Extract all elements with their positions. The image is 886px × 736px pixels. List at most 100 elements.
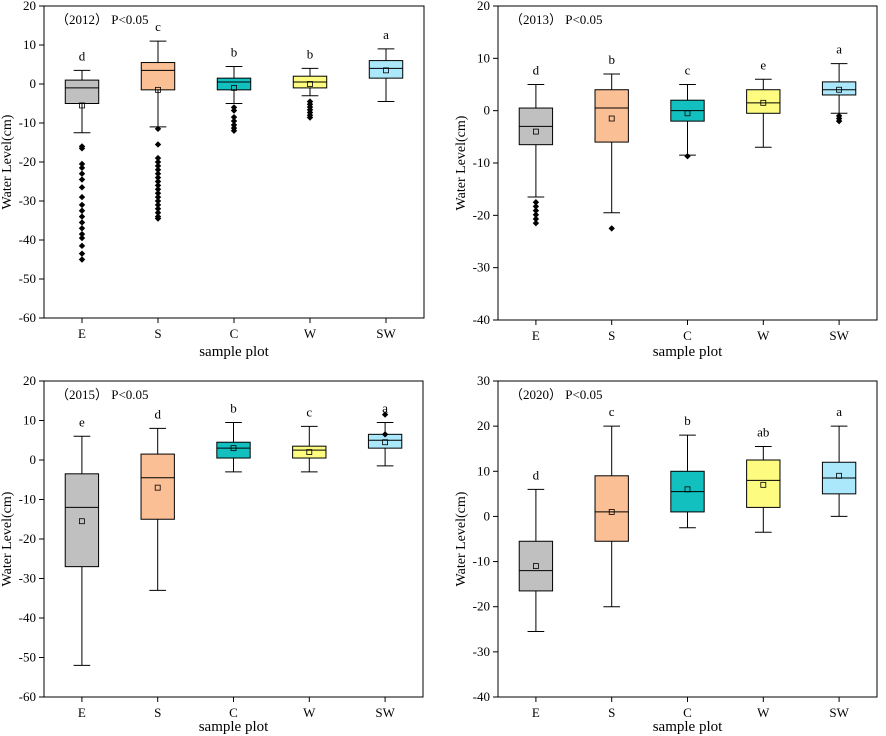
outlier-point [78,242,86,250]
box [216,441,251,459]
outlier-point [306,114,314,121]
box-group-c: b [670,413,705,529]
mean-marker [533,128,539,135]
outlier-point [835,117,843,125]
outlier-point [78,184,86,191]
box [821,81,857,96]
box-group-c: b [216,400,251,473]
y-tick-label: -20 [473,207,490,222]
x-tick-label: C [683,328,692,343]
y-tick-label: -30 [473,260,490,275]
outlier-point [78,207,86,214]
x-tick-label: C [683,705,692,720]
x-tick-label: S [154,326,161,341]
x-axis-label: sample plot [653,344,723,360]
y-tick-label: 0 [484,103,491,118]
y-tick-label: 10 [477,463,490,478]
panel-2: -40 -30 -20 -10 0 10 20 E S C W SW （2013） P<0.05 samp… [454,0,878,360]
outlier-point [78,176,86,183]
outlier-point [78,213,86,220]
outlier-point [154,158,162,166]
mean-marker [79,102,85,109]
x-tick-label: W [757,328,770,343]
outlier-point [154,166,162,173]
y-axis-label: Water Level(cm) [454,115,469,210]
box-group-sw: a [368,27,404,103]
box-group-e: d [64,48,100,263]
outlier-point [78,250,86,257]
mean-marker [836,472,842,479]
outlier-point [684,152,691,160]
outlier-point [532,207,540,214]
y-tick-label: 20 [23,373,36,388]
panel-title: （2013） P<0.05 [510,12,603,27]
box-group-s: c [140,19,176,222]
mean-marker [306,449,313,456]
significance-letter: d [533,467,540,482]
mean-marker [307,81,313,87]
significance-letter: d [533,63,540,78]
x-tick-label: E [532,328,540,343]
x-tick-label: C [230,326,239,341]
outlier-point [78,234,86,242]
box-group-sw: a [821,404,857,517]
y-tick-label: -10 [473,155,490,170]
y-tick-label: 10 [23,37,36,52]
box [140,453,175,520]
y-tick-label: 0 [30,452,37,467]
box [746,89,781,114]
outlier-point [154,197,162,205]
plot-frame [497,5,878,321]
plot-frame [497,380,878,698]
outlier-point [78,201,86,209]
significance-letter: b [307,46,314,61]
y-tick-label: -40 [473,312,490,327]
x-tick-label: C [229,705,238,720]
outlier-point [381,411,389,418]
significance-letter: d [79,48,86,63]
outlier-point [608,225,615,232]
mean-marker [155,86,161,93]
outlier-point [532,219,540,227]
outlier-point [154,170,162,177]
y-tick-label: 10 [477,50,490,65]
y-tick-label: -50 [19,650,36,665]
box-group-s: d [140,406,175,591]
box [64,79,100,104]
y-tick-label: -40 [473,689,490,704]
box-group-w: c [292,404,327,473]
box [518,540,554,592]
significance-letter: b [231,44,238,59]
outlier-point [154,205,162,212]
x-tick-label: S [608,705,615,720]
significance-letter: c [609,404,615,419]
x-tick-label: SW [829,328,849,343]
box [594,475,629,542]
outlier-point [154,178,162,185]
mean-marker [760,99,767,106]
mean-marker [79,518,85,525]
outlier-point [78,145,86,152]
x-tick-label: E [532,705,540,720]
x-tick-label: E [78,326,86,341]
box-group-e: d [518,467,554,633]
outlier-point [154,186,162,193]
panel-title: （2020） P<0.05 [510,387,603,402]
y-tick-label: 20 [477,0,490,13]
outlier-point [230,107,238,114]
outlier-point [78,193,86,201]
box-group-c: c [670,63,705,160]
x-tick-label: SW [375,705,395,720]
y-axis-label: Water Level(cm) [454,491,469,586]
y-tick-label: 10 [23,413,36,428]
mean-marker [382,439,389,446]
mean-marker [760,481,767,488]
box [64,473,100,568]
y-tick-label: -10 [473,554,490,569]
box [216,77,252,91]
outlier-point [154,190,162,197]
box [292,445,327,459]
mean-marker [608,115,615,122]
y-tick-label: 30 [477,373,490,388]
outlier-point [154,193,162,201]
